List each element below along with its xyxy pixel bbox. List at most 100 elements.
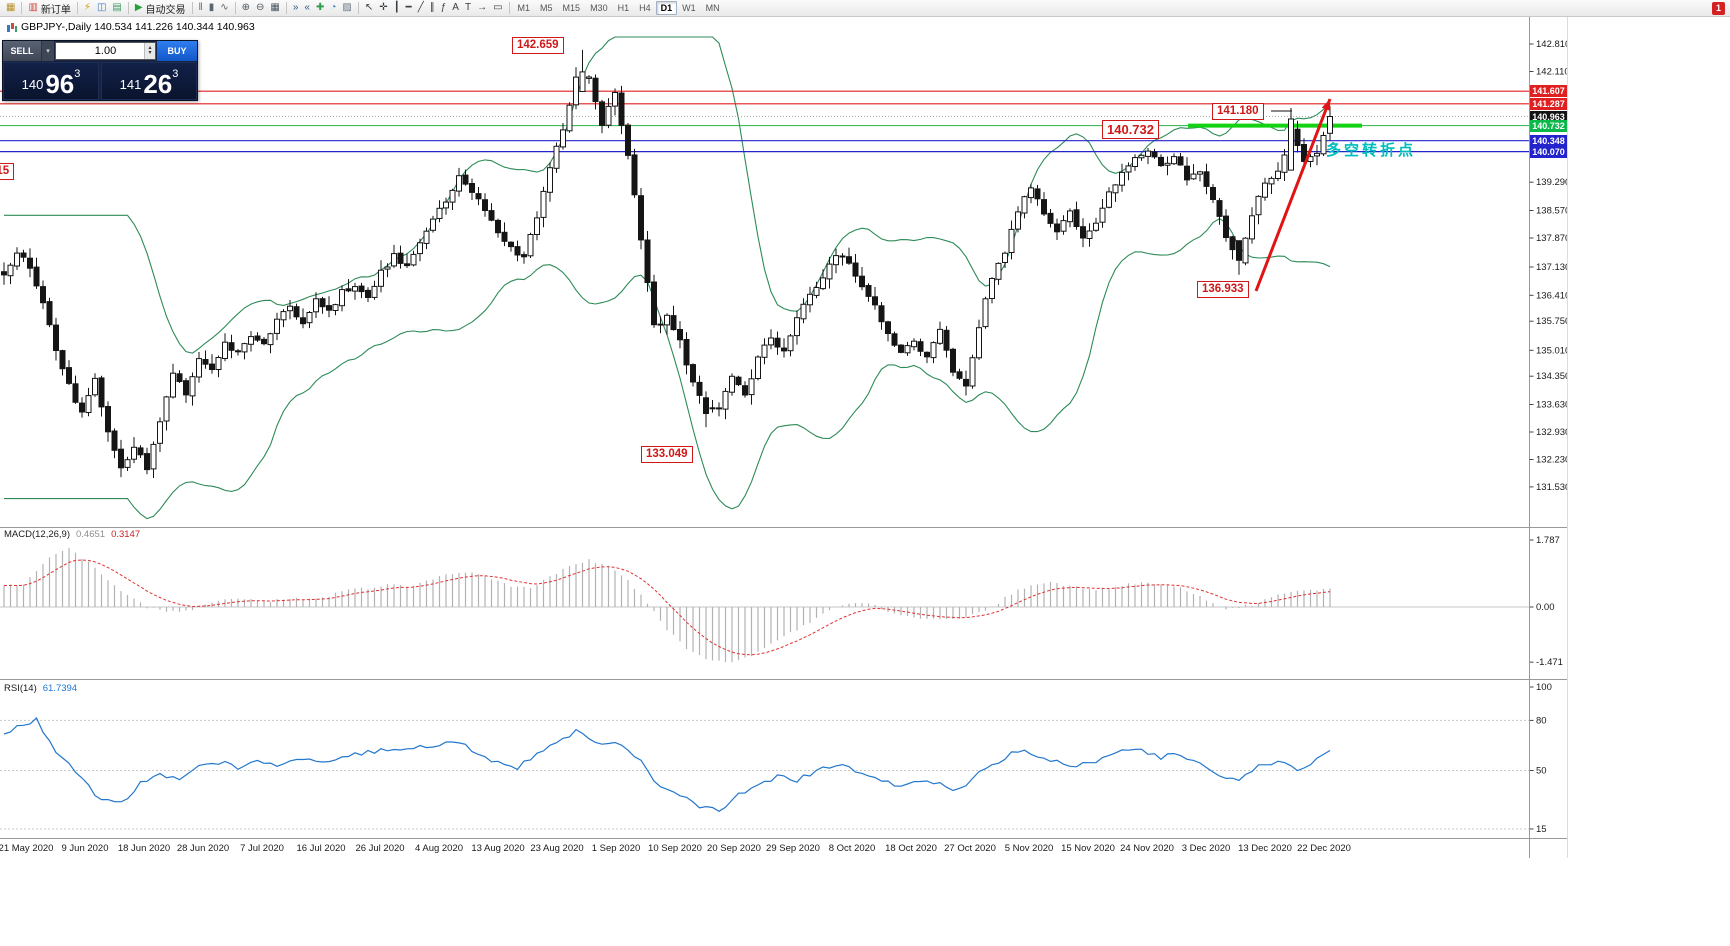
svg-text:27 Oct 2020: 27 Oct 2020 <box>944 843 996 854</box>
rsi-pane: 100 80 50 15 <box>0 682 1552 835</box>
bars-mode-icon[interactable]: ‖ <box>196 1 206 16</box>
svg-text:5 Nov 2020: 5 Nov 2020 <box>1005 843 1054 854</box>
channel-tool-icon-glyph: ∥ <box>429 2 435 13</box>
price-tag-141.607: 141.607 <box>1530 85 1567 97</box>
price-callout-141.180[interactable]: 141.180 <box>1212 103 1264 120</box>
timeframe-button-MN[interactable]: MN <box>705 3 720 13</box>
arrows-tool-icon[interactable]: → <box>474 1 490 16</box>
auto-scroll-icon-glyph: » <box>292 2 299 13</box>
candlesticks <box>1 49 1333 478</box>
svg-text:18 Jun 2020: 18 Jun 2020 <box>118 843 170 854</box>
crosshair-tool-icon[interactable]: ✛ <box>376 1 390 16</box>
label-tool-icon[interactable]: T <box>462 1 474 16</box>
candles-mode-icon[interactable]: ▮ <box>206 1 218 16</box>
chart-svg: 1.787 0.00 -1.471 100 80 50 15 142.810 142.110 13… <box>0 17 1569 858</box>
svg-text:-1.471: -1.471 <box>1536 657 1563 668</box>
trendline-tool-icon[interactable]: ╱ <box>415 1 427 16</box>
buy-button[interactable]: BUY <box>157 41 197 61</box>
macd-header: MACD(12,26,9) 0.4651 0.3147 <box>4 529 140 540</box>
svg-text:9 Jun 2020: 9 Jun 2020 <box>61 843 108 854</box>
timeframe-button-M15[interactable]: M15 <box>562 3 581 13</box>
toolbar-separator <box>234 2 236 14</box>
svg-text:29 Sep 2020: 29 Sep 2020 <box>766 843 820 854</box>
lot-size-input[interactable]: 1.00 ▴ ▾ <box>55 42 156 60</box>
channel-tool-icon[interactable]: ∥ <box>427 1 438 16</box>
trendline-tool-icon-glyph: ╱ <box>417 2 424 13</box>
price-tag-140.070: 140.070 <box>1530 146 1567 158</box>
toolbar-separator <box>508 2 510 14</box>
candles-mode-icon-glyph: ▮ <box>208 2 215 13</box>
timeframe-button-M1[interactable]: M1 <box>517 3 531 13</box>
toolbar-separator <box>76 2 78 14</box>
sell-button[interactable]: SELL <box>3 41 41 61</box>
svg-text:26 Jul 2020: 26 Jul 2020 <box>355 843 404 854</box>
timeframe-button-M5[interactable]: M5 <box>540 3 553 13</box>
market-watch-icon[interactable]: ⚡ <box>81 1 94 16</box>
trend-arrow[interactable] <box>1254 98 1332 292</box>
svg-text:13 Dec 2020: 13 Dec 2020 <box>1238 843 1292 854</box>
periods-icon[interactable]: ◔ <box>327 1 339 16</box>
cursor-tool-icon[interactable]: ↖ <box>362 1 376 16</box>
horizontal-level-lines[interactable] <box>0 90 1529 153</box>
text-tool-icon[interactable]: A <box>449 1 462 16</box>
horizontal-line-tool-icon[interactable]: ━ <box>403 1 415 16</box>
new-order-button-glyph: ▥ <box>28 2 38 13</box>
chart-title-text: GBPJPY-,Daily 140.534 141.226 140.344 14… <box>21 21 255 33</box>
zoom-out-icon[interactable]: ⊖ <box>253 1 267 16</box>
price-tag-140.348: 140.348 <box>1530 135 1567 147</box>
templates-icon-glyph: ▨ <box>342 2 352 13</box>
data-window-icon-glyph: ◫ <box>96 2 107 13</box>
price-callout-136.933[interactable]: 136.933 <box>1197 281 1249 298</box>
chart-shift-icon[interactable]: « <box>301 1 313 16</box>
horizontal-line-tool-icon-glyph: ━ <box>405 2 412 13</box>
new-order-button[interactable]: ▥ 新订单 <box>25 1 73 16</box>
svg-text:15 Nov 2020: 15 Nov 2020 <box>1061 843 1115 854</box>
macd-value-1: 0.4651 <box>76 529 106 540</box>
sell-price-frac: 3 <box>74 68 81 80</box>
timeframe-button-M30[interactable]: M30 <box>590 3 608 13</box>
order-options-dropdown[interactable]: ▾ <box>41 41 54 61</box>
cursor-tool-icon-glyph: ↖ <box>364 2 374 13</box>
svg-text:50: 50 <box>1536 766 1547 777</box>
buy-price-display[interactable]: 141 26 3 <box>101 62 197 100</box>
chart-text-annotation[interactable]: 多空转折点 <box>1326 142 1417 159</box>
fibonacci-tool-icon[interactable]: ƒ <box>438 1 450 16</box>
price-callout-715[interactable]: 715 <box>0 163 15 180</box>
rsi-header: RSI(14) 61.7394 <box>4 683 77 694</box>
svg-text:1 Sep 2020: 1 Sep 2020 <box>592 843 641 854</box>
navigator-icon[interactable]: ▤ <box>109 1 124 16</box>
buy-price-main: 141 <box>119 77 142 92</box>
timeframe-button-H1[interactable]: H1 <box>617 3 630 13</box>
lot-increase-button[interactable]: ▴ <box>148 45 152 51</box>
svg-text:80: 80 <box>1536 715 1547 726</box>
sell-price-display[interactable]: 140 96 3 <box>3 62 99 100</box>
notification-badge-icon[interactable]: 1 <box>1712 1 1725 15</box>
timeframe-button-H4[interactable]: H4 <box>639 3 651 13</box>
price-callout-142.659[interactable]: 142.659 <box>512 37 564 54</box>
svg-text:15: 15 <box>1536 824 1547 835</box>
vertical-line-tool-icon[interactable]: ┃ <box>391 1 403 16</box>
chart-canvas[interactable]: 1.787 0.00 -1.471 100 80 50 15 142.810 142.110 13… <box>0 17 1569 858</box>
date-axis[interactable]: 21 May 2020 9 Jun 2020 18 Jun 2020 28 Jun 2… <box>0 843 1351 854</box>
price-callout-133.049[interactable]: 133.049 <box>641 446 693 463</box>
lot-decrease-button[interactable]: ▾ <box>148 50 152 56</box>
svg-text:134.350: 134.350 <box>1536 371 1568 382</box>
auto-scroll-icon[interactable]: » <box>290 1 302 16</box>
timeframe-button-D1[interactable]: D1 <box>655 1 678 15</box>
price-callout-140.732[interactable]: 140.732 <box>1102 120 1159 139</box>
autotrade-button[interactable]: ▶ 自动交易 <box>132 1 189 16</box>
chevron-down-icon: ▾ <box>46 48 50 55</box>
chart-window-icon-glyph: ▦ <box>6 2 16 13</box>
shapes-tool-icon[interactable]: ▭ <box>490 1 505 16</box>
price-axis[interactable]: 142.810 142.110 139.290 138.570 137.870 137.1… <box>1529 39 1569 493</box>
templates-icon[interactable]: ▨ <box>339 1 354 16</box>
line-mode-icon[interactable]: ∿ <box>217 1 231 16</box>
svg-text:142.110: 142.110 <box>1536 67 1568 78</box>
zoom-in-icon[interactable]: ⊕ <box>239 1 253 16</box>
data-window-icon[interactable]: ◫ <box>94 1 109 16</box>
tile-windows-icon[interactable]: ▦ <box>267 1 282 16</box>
indicators-icon[interactable]: ✚ <box>313 1 327 16</box>
timeframe-button-W1[interactable]: W1 <box>682 3 696 13</box>
chart-window-icon[interactable]: ▦ <box>3 1 18 16</box>
vertical-line-tool-icon-glyph: ┃ <box>393 2 400 13</box>
